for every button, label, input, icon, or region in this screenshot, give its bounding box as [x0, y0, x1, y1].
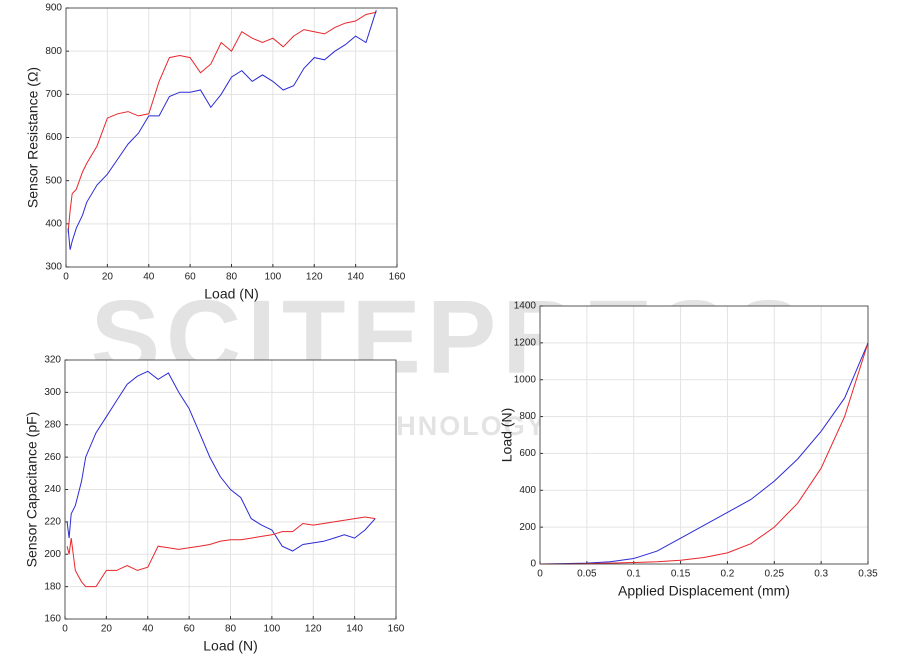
x-tick-label: 0.25	[765, 569, 785, 580]
x-tick-label: 60	[184, 624, 196, 635]
x-tick-label: 40	[142, 624, 154, 635]
x-axis-label: Load (N)	[203, 638, 257, 654]
y-tick-label: 0	[530, 559, 536, 570]
y-axis-label: Load (N)	[499, 408, 515, 462]
y-tick-label: 400	[519, 485, 536, 496]
x-tick-label: 100	[265, 272, 282, 283]
y-tick-label: 220	[44, 517, 61, 528]
axes-box	[539, 305, 869, 565]
y-axis-label: Sensor Capacitance (pF)	[24, 412, 40, 568]
x-axis-label: Applied Displacement (mm)	[618, 583, 790, 599]
x-tick-label: 0.2	[720, 569, 734, 580]
data-line	[67, 11, 377, 233]
data-line	[540, 342, 869, 565]
y-tick-label: 1200	[514, 337, 537, 348]
data-line	[539, 342, 869, 565]
x-tick-label: 0	[62, 624, 68, 635]
x-tick-label: 0	[63, 272, 69, 283]
y-tick-label: 700	[45, 89, 62, 100]
x-tick-label: 160	[388, 624, 405, 635]
x-tick-label: 140	[346, 624, 363, 635]
y-tick-label: 1400	[514, 301, 537, 312]
x-tick-label: 80	[226, 272, 238, 283]
data-line	[66, 370, 376, 552]
y-axis-label: Sensor Resistance (Ω)	[25, 67, 41, 208]
x-tick-label: 120	[305, 624, 322, 635]
x-tick-label: 160	[389, 272, 406, 283]
y-tick-label: 320	[44, 355, 61, 366]
y-tick-label: 900	[45, 3, 62, 14]
y-tick-label: 300	[45, 262, 62, 273]
data-line	[67, 10, 377, 250]
axes-box	[65, 7, 398, 268]
x-tick-label: 60	[185, 272, 197, 283]
x-tick-label: 80	[225, 624, 237, 635]
x-tick-label: 100	[264, 624, 281, 635]
y-tick-label: 400	[45, 218, 62, 229]
x-tick-label: 0	[537, 569, 543, 580]
y-tick-label: 160	[44, 614, 61, 625]
x-tick-label: 20	[102, 272, 114, 283]
x-tick-label: 120	[306, 272, 323, 283]
x-tick-label: 0.35	[858, 569, 878, 580]
x-tick-label: 0.3	[814, 569, 828, 580]
y-tick-label: 600	[45, 132, 62, 143]
y-tick-label: 200	[44, 549, 61, 560]
y-tick-label: 600	[519, 448, 536, 459]
x-tick-label: 0.05	[577, 569, 597, 580]
y-tick-label: 180	[44, 581, 61, 592]
y-tick-label: 1000	[514, 374, 537, 385]
y-tick-label: 300	[44, 387, 61, 398]
plot-area	[540, 306, 868, 564]
data-line	[66, 516, 376, 588]
y-tick-label: 800	[45, 46, 62, 57]
y-tick-label: 500	[45, 175, 62, 186]
y-tick-label: 240	[44, 484, 61, 495]
y-tick-label: 800	[519, 411, 536, 422]
y-tick-label: 200	[519, 522, 536, 533]
x-tick-label: 0.15	[671, 569, 691, 580]
axes-box	[64, 359, 397, 620]
x-tick-label: 0.1	[627, 569, 641, 580]
x-axis-label: Load (N)	[204, 286, 258, 302]
x-tick-label: 40	[143, 272, 155, 283]
y-tick-label: 280	[44, 419, 61, 430]
y-tick-label: 260	[44, 452, 61, 463]
x-tick-label: 20	[101, 624, 113, 635]
x-tick-label: 140	[347, 272, 364, 283]
